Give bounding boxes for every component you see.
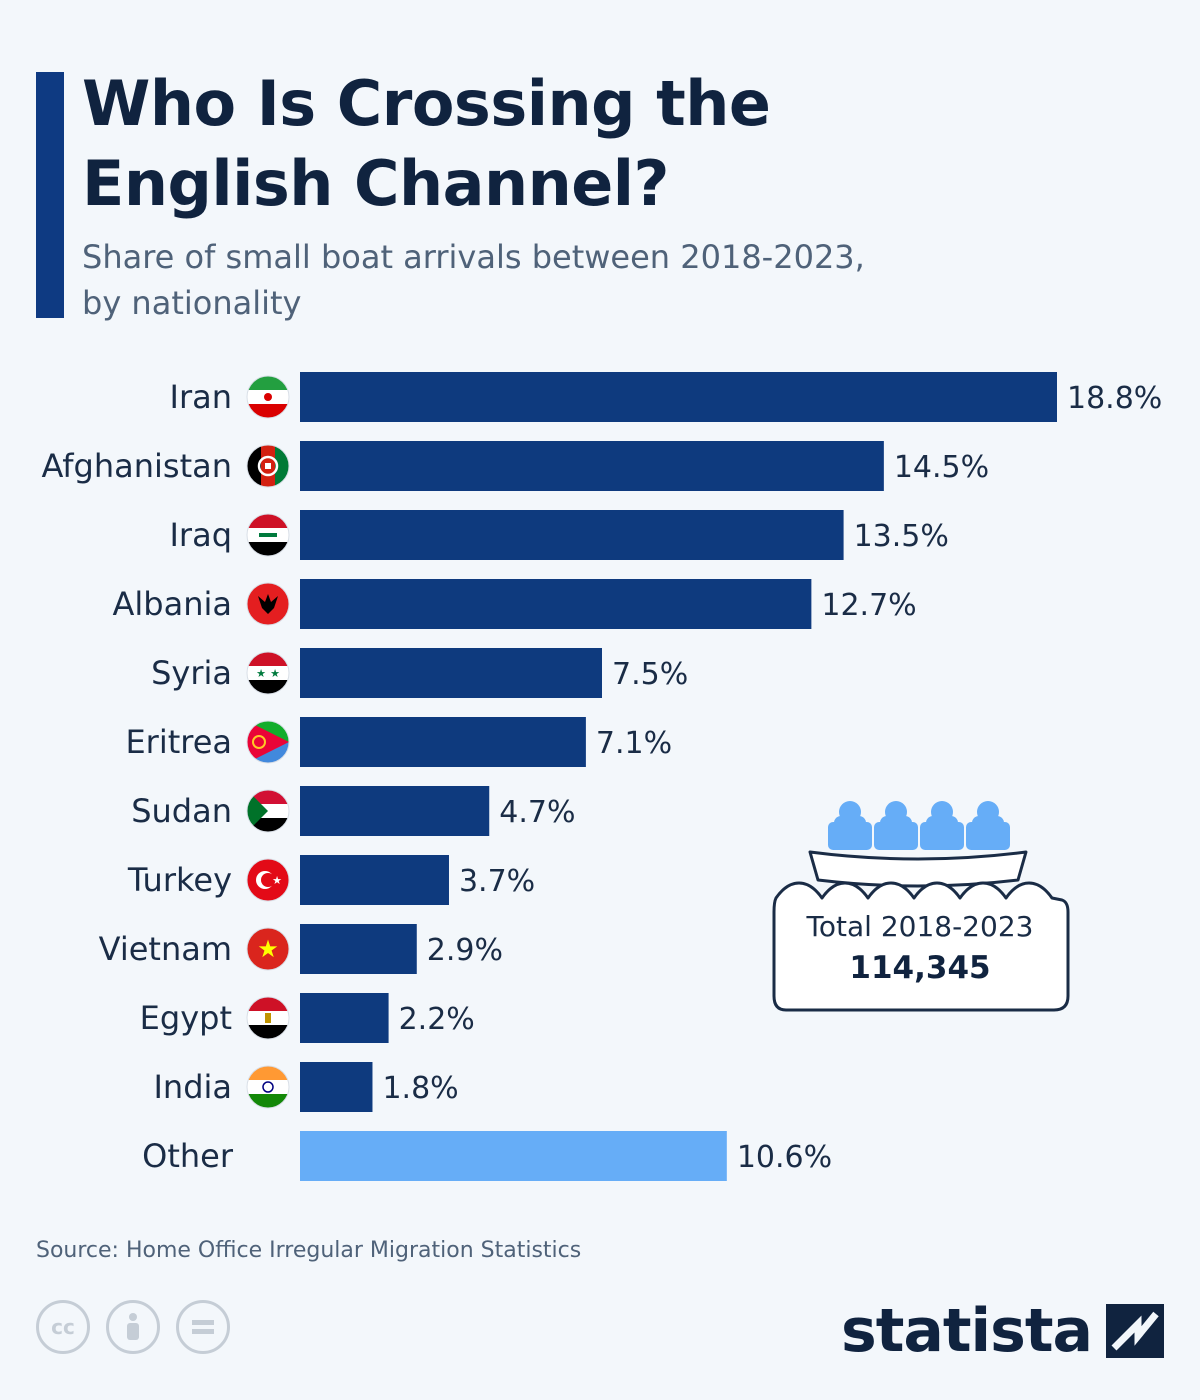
afghanistan-flag-icon (247, 445, 289, 487)
bar-albania (300, 579, 812, 629)
value-label-vietnam: 2.9% (427, 933, 503, 968)
subtitle-line-1: Share of small boat arrivals between 201… (82, 238, 865, 276)
iraq-flag-icon (247, 514, 289, 556)
svg-text:★: ★ (256, 667, 266, 680)
value-label-syria: 7.5% (612, 657, 688, 692)
svg-text:★: ★ (257, 935, 279, 963)
svg-text:★: ★ (270, 667, 280, 680)
category-label-india: India (153, 1068, 232, 1106)
statista-logo[interactable]: statista (841, 1296, 1164, 1366)
category-label-sudan: Sudan (131, 792, 232, 830)
iran-flag-icon (247, 376, 289, 418)
license-icons: cc (36, 1300, 230, 1354)
eritrea-flag-icon (247, 721, 289, 763)
bar-india (300, 1062, 373, 1112)
category-label-other: Other (142, 1137, 234, 1175)
category-label-turkey: Turkey (127, 861, 232, 899)
value-label-sudan: 4.7% (499, 795, 575, 830)
category-label-syria: Syria (151, 654, 232, 692)
turkey-flag-icon: ★ (247, 859, 289, 901)
bar-egypt (300, 993, 389, 1043)
category-label-afghanistan: Afghanistan (42, 447, 233, 485)
title-line-1: Who Is Crossing the (82, 67, 771, 140)
value-label-turkey: 3.7% (459, 864, 535, 899)
svg-text:★: ★ (272, 874, 282, 887)
sudan-flag-icon (247, 790, 289, 832)
category-label-egypt: Egypt (140, 999, 232, 1037)
category-label-albania: Albania (113, 585, 232, 623)
category-label-eritrea: Eritrea (125, 723, 232, 761)
value-label-india: 1.8% (382, 1071, 458, 1106)
page-title: Who Is Crossing the English Channel? (82, 64, 771, 224)
value-label-other: 10.6% (737, 1140, 832, 1175)
bar-eritrea (300, 717, 586, 767)
vietnam-flag-icon: ★ (247, 928, 289, 970)
brand-name: statista (840, 1296, 1093, 1366)
bar-syria (300, 648, 602, 698)
total-callout: Total 2018-2023 114,345 (770, 800, 1070, 1015)
title-line-2: English Channel? (82, 147, 670, 220)
total-value: 114,345 (849, 950, 991, 986)
subtitle: Share of small boat arrivals between 201… (82, 234, 865, 326)
bar-iran (300, 372, 1057, 422)
egypt-flag-icon (247, 997, 289, 1039)
value-label-iran: 18.8% (1067, 381, 1162, 416)
syria-flag-icon: ★ ★ (247, 652, 289, 694)
nd-icon[interactable] (176, 1300, 230, 1354)
bar-vietnam (300, 924, 417, 974)
bar-afghanistan (300, 441, 884, 491)
bar-other (300, 1131, 727, 1181)
boat-with-people-icon (772, 801, 1070, 1012)
value-label-afghanistan: 14.5% (894, 450, 989, 485)
subtitle-line-2: by nationality (82, 284, 302, 322)
by-icon[interactable] (106, 1300, 160, 1354)
statista-mark-icon (1106, 1304, 1164, 1358)
india-flag-icon (247, 1066, 289, 1108)
bar-chart: Iran 18.8% Afghanistan 14.5% Iraq 13.5% Albani… (42, 372, 1162, 1181)
category-label-iraq: Iraq (169, 516, 232, 554)
value-label-albania: 12.7% (821, 588, 916, 623)
category-label-vietnam: Vietnam (99, 930, 232, 968)
category-label-iran: Iran (170, 378, 232, 416)
bar-turkey (300, 855, 449, 905)
title-accent-bar (36, 72, 64, 318)
cc-icon[interactable]: cc (36, 1300, 90, 1354)
albania-flag-icon (247, 583, 289, 625)
value-label-egypt: 2.2% (399, 1002, 475, 1037)
bar-iraq (300, 510, 844, 560)
value-label-iraq: 13.5% (854, 519, 949, 554)
value-label-eritrea: 7.1% (596, 726, 672, 761)
bar-sudan (300, 786, 490, 836)
source-note: Source: Home Office Irregular Migration … (36, 1238, 582, 1263)
total-label: Total 2018-2023 (806, 910, 1034, 943)
